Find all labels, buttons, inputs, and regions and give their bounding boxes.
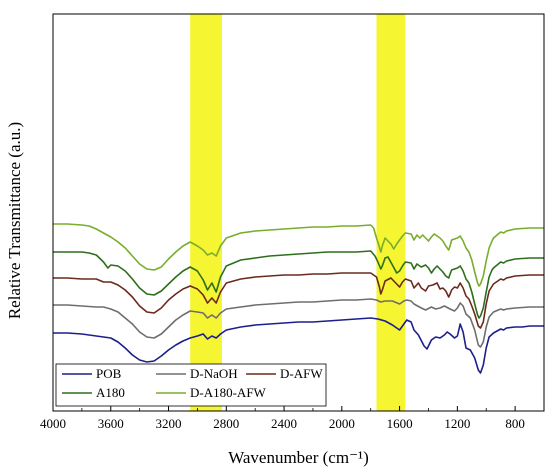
series-layer: [53, 223, 544, 374]
x-tick-label-3600: 3600: [98, 416, 124, 431]
x-axis-title: Wavenumber (cm⁻¹): [228, 448, 369, 467]
legend-label-d-afw: D-AFW: [280, 366, 323, 381]
legend-label-a180: A180: [96, 385, 125, 400]
x-tick-label-1600: 1600: [387, 416, 413, 431]
series-line-a180: [53, 250, 544, 319]
legend: POB D-NaOH D-AFW A180 D-A180-AFW: [55, 363, 327, 407]
x-tick-label-800: 800: [505, 416, 525, 431]
series-line-d-afw: [53, 272, 544, 329]
legend-label-d-naoh: D-NaOH: [190, 366, 238, 381]
highlight-band-1: [190, 14, 222, 411]
x-axis-tick-labels: 4000 3600 3200 2800 2400 2000 1600 1200 800: [40, 416, 525, 431]
x-tick-label-2000: 2000: [329, 416, 355, 431]
legend-box: [55, 363, 327, 407]
x-tick-label-4000: 4000: [40, 416, 66, 431]
x-axis-ticks: [52, 406, 545, 411]
x-tick-label-1200: 1200: [444, 416, 470, 431]
plot-frame: [52, 13, 545, 412]
series-line-d-a180-afw: [53, 223, 544, 287]
x-tick-label-2400: 2400: [271, 416, 297, 431]
y-axis-title: Relative Transmittance (a.u.): [5, 122, 24, 319]
highlight-bands: [190, 14, 406, 411]
legend-label-d-a180-afw: D-A180-AFW: [190, 385, 267, 400]
series-line-d-naoh: [53, 298, 544, 348]
highlight-band-2: [376, 14, 406, 411]
series-line-pob: [53, 317, 544, 374]
x-tick-label-3200: 3200: [156, 416, 182, 431]
legend-label-pob: POB: [96, 366, 122, 381]
x-tick-label-2800: 2800: [213, 416, 239, 431]
